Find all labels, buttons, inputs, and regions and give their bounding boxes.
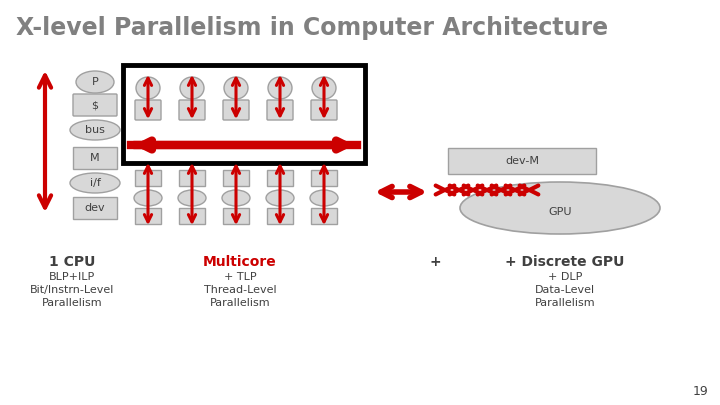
Text: $: $ — [91, 100, 99, 110]
Text: +: + — [429, 255, 441, 269]
Text: Data-Level: Data-Level — [535, 285, 595, 295]
Text: Thread-Level: Thread-Level — [204, 285, 276, 295]
FancyBboxPatch shape — [311, 100, 337, 120]
Text: M: M — [90, 153, 100, 163]
FancyBboxPatch shape — [267, 100, 293, 120]
Bar — [311, 208, 337, 224]
Text: GPU: GPU — [548, 207, 572, 217]
Text: Multicore: Multicore — [203, 255, 277, 269]
Bar — [311, 170, 337, 186]
Text: Parallelism: Parallelism — [535, 298, 595, 308]
FancyBboxPatch shape — [73, 197, 117, 219]
Text: + DLP: + DLP — [548, 272, 582, 282]
Bar — [123, 65, 365, 163]
Bar — [267, 208, 293, 224]
Ellipse shape — [136, 77, 160, 99]
FancyBboxPatch shape — [135, 100, 161, 120]
Ellipse shape — [224, 77, 248, 99]
Ellipse shape — [178, 190, 206, 206]
Text: Bit/Instrn-Level: Bit/Instrn-Level — [30, 285, 114, 295]
Bar — [223, 208, 249, 224]
Bar — [179, 208, 205, 224]
Text: + TLP: + TLP — [224, 272, 256, 282]
Text: + Discrete GPU: + Discrete GPU — [505, 255, 625, 269]
Ellipse shape — [222, 190, 250, 206]
Ellipse shape — [268, 77, 292, 99]
Text: Parallelism: Parallelism — [42, 298, 102, 308]
Ellipse shape — [312, 77, 336, 99]
Ellipse shape — [70, 120, 120, 140]
Text: X-level Parallelism in Computer Architecture: X-level Parallelism in Computer Architec… — [16, 16, 608, 40]
Ellipse shape — [266, 190, 294, 206]
Text: i/f: i/f — [89, 178, 100, 188]
Ellipse shape — [76, 71, 114, 93]
Ellipse shape — [310, 190, 338, 206]
Text: dev: dev — [85, 203, 105, 213]
Ellipse shape — [70, 173, 120, 193]
Bar — [223, 170, 249, 186]
Text: BLP+ILP: BLP+ILP — [49, 272, 95, 282]
Text: bus: bus — [85, 125, 105, 135]
Text: P: P — [91, 77, 99, 87]
FancyBboxPatch shape — [73, 147, 117, 169]
Bar — [267, 170, 293, 186]
Text: 1 CPU: 1 CPU — [49, 255, 95, 269]
Ellipse shape — [460, 182, 660, 234]
Bar — [135, 170, 161, 186]
Ellipse shape — [134, 190, 162, 206]
Text: 19: 19 — [692, 385, 708, 398]
FancyBboxPatch shape — [179, 100, 205, 120]
Ellipse shape — [180, 77, 204, 99]
Bar — [135, 208, 161, 224]
FancyBboxPatch shape — [223, 100, 249, 120]
Text: dev-M: dev-M — [505, 156, 539, 166]
Bar — [179, 170, 205, 186]
FancyBboxPatch shape — [448, 148, 596, 174]
Text: Parallelism: Parallelism — [210, 298, 270, 308]
FancyBboxPatch shape — [73, 94, 117, 116]
